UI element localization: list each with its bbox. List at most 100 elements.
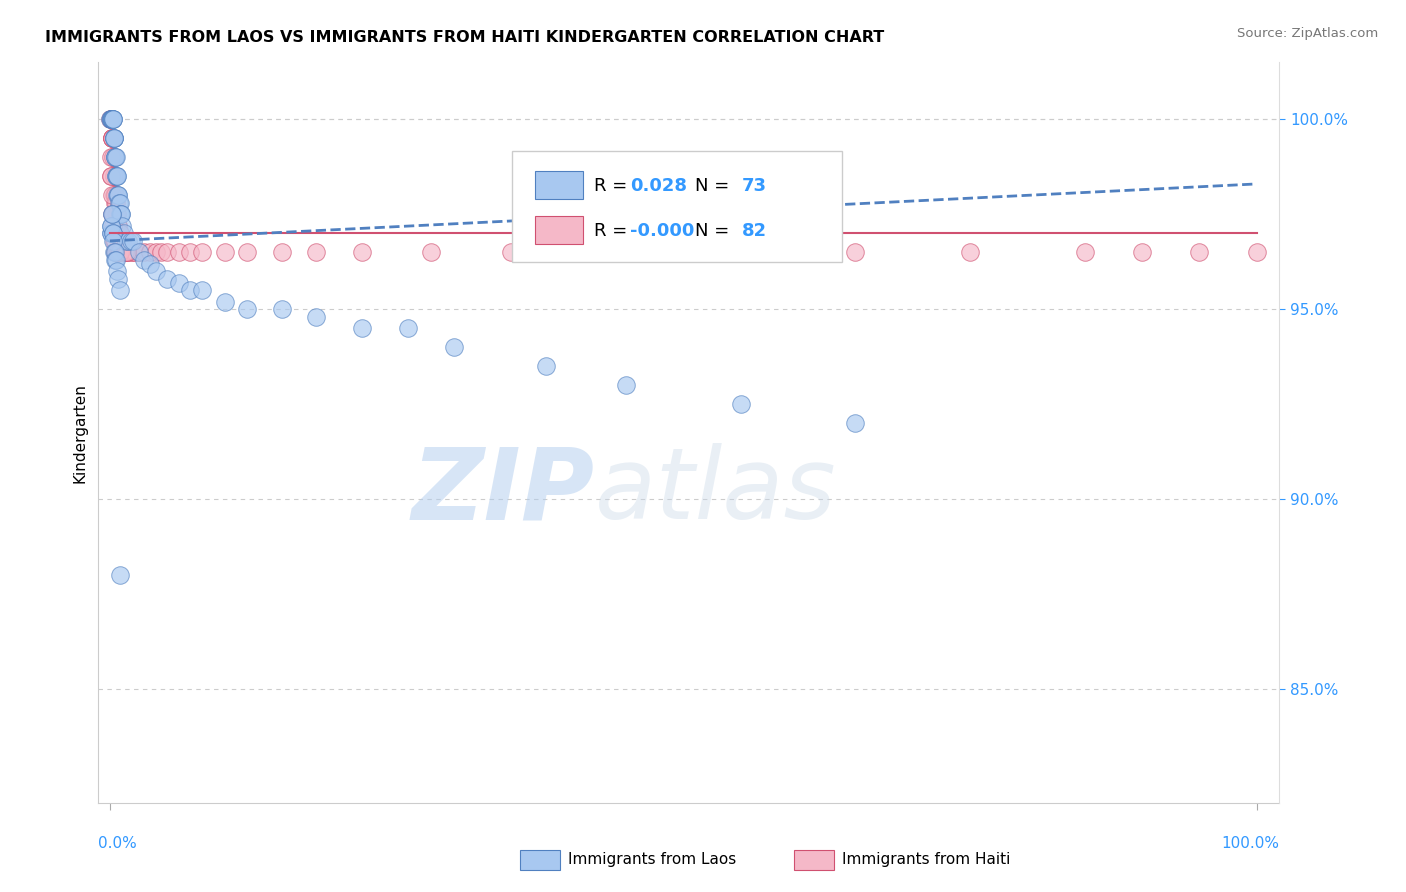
Point [101,207,124,221]
Y-axis label: Kindergarten: Kindergarten [72,383,87,483]
Text: R =: R = [595,178,634,195]
Text: R =: R = [595,221,634,239]
Point [1073,245,1095,260]
Point [134,245,156,260]
Point [104,252,127,267]
Point [214,294,236,309]
FancyBboxPatch shape [512,152,842,262]
Point [100,150,122,164]
Point [107,245,129,260]
FancyBboxPatch shape [536,216,582,244]
Point [103,245,125,260]
Point [134,252,156,267]
Point [112,245,135,260]
Point [121,245,143,260]
Point [105,207,128,221]
Point [104,150,127,164]
Point [101,112,124,127]
Point [614,245,637,260]
Point [420,245,443,260]
Point [112,227,135,241]
Point [104,150,127,164]
Text: N =: N = [695,221,735,239]
Point [110,234,132,248]
Point [100,112,122,127]
Point [114,245,136,260]
Point [110,245,132,260]
Point [117,245,139,260]
Point [101,131,124,145]
Point [101,207,124,221]
Point [105,188,128,202]
Point [100,227,122,241]
Point [139,257,162,271]
Point [104,150,127,164]
Point [105,169,128,184]
Point [156,245,179,260]
Point [236,245,259,260]
Point [104,195,127,210]
Point [103,234,125,248]
Point [103,227,125,241]
Point [101,112,124,127]
Point [167,245,190,260]
Point [101,131,124,145]
Point [100,219,122,233]
Point [214,245,236,260]
Point [190,245,212,260]
Point [100,112,122,127]
Point [104,252,127,267]
Point [103,150,125,164]
Point [1246,245,1268,260]
Point [104,169,127,184]
Point [115,245,138,260]
Point [103,131,125,145]
Point [111,219,134,233]
Point [150,245,173,260]
Point [101,150,124,164]
Point [110,207,132,221]
Text: 73: 73 [742,178,768,195]
Point [108,195,131,210]
Point [730,397,752,411]
Point [101,112,124,127]
Point [844,245,866,260]
Point [101,150,124,164]
Text: 100.0%: 100.0% [1222,836,1279,851]
Point [104,188,127,202]
Point [107,188,129,202]
Point [107,219,129,233]
Point [110,568,132,582]
Point [100,112,122,127]
Point [103,169,125,184]
Point [104,188,127,202]
Point [104,245,127,260]
Point [120,234,142,248]
Point [101,131,124,145]
Point [108,195,131,210]
Point [108,227,131,241]
Point [104,150,127,164]
Point [103,112,125,127]
Point [959,245,981,260]
Point [108,227,131,241]
Text: Source: ZipAtlas.com: Source: ZipAtlas.com [1237,27,1378,40]
Point [111,234,134,248]
Point [103,169,125,184]
Text: atlas: atlas [595,443,837,541]
Point [101,188,124,202]
Point [352,321,374,335]
Point [108,207,131,221]
Point [124,245,146,260]
Point [100,131,122,145]
Point [107,219,129,233]
Point [156,272,179,286]
Point [105,169,128,184]
Point [103,131,125,145]
Point [101,112,124,127]
Point [396,321,419,335]
Point [103,188,125,202]
Text: 0.028: 0.028 [630,178,688,195]
Point [107,245,129,260]
Text: 0.0%: 0.0% [98,836,138,851]
